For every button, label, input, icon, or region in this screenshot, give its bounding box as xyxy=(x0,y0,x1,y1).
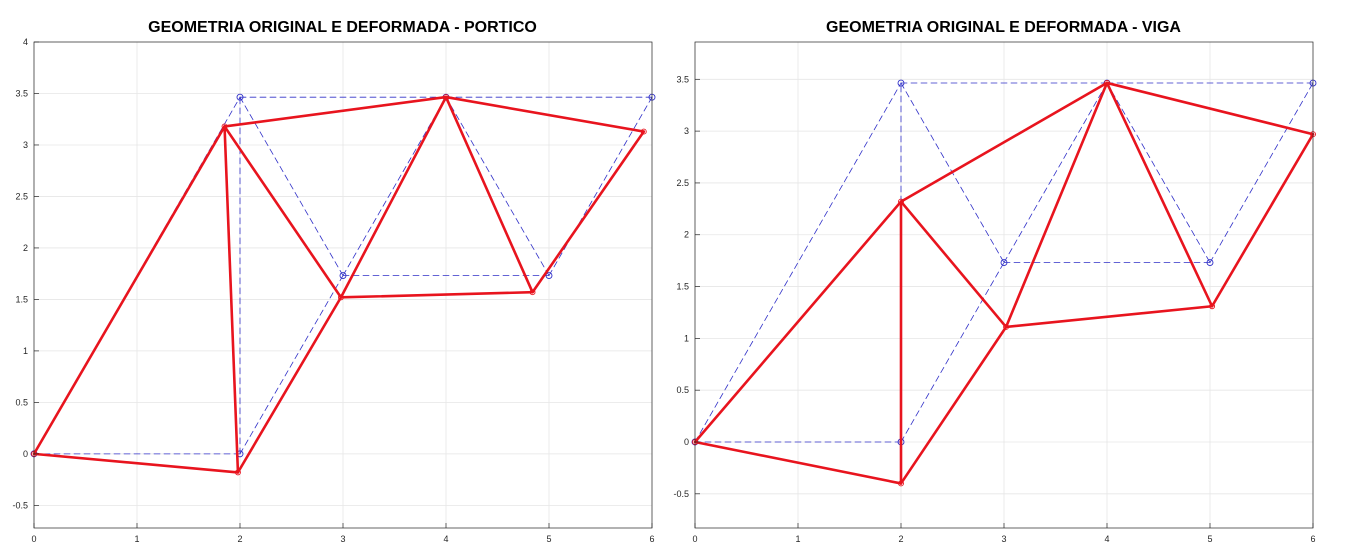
viga-xtick-label: 6 xyxy=(1310,534,1315,544)
viga-ytick-label: 1.5 xyxy=(676,282,689,292)
portico-original-member xyxy=(239,275,344,455)
portico-original-member xyxy=(445,96,550,276)
portico-xtick-label: 1 xyxy=(134,534,139,544)
portico-deformed-node xyxy=(529,289,536,296)
portico-ytick-label: 3 xyxy=(23,140,28,150)
portico-xtick-label: 4 xyxy=(443,534,448,544)
viga-deformed-member xyxy=(899,81,1109,203)
portico-ytick-label: -0.5 xyxy=(12,500,28,510)
portico-ytick-label: 3.5 xyxy=(15,88,28,98)
portico-deformed-node xyxy=(221,123,228,130)
portico-deformed-member xyxy=(223,125,343,299)
viga-ticks: 0 1 2 3 4 5 6 -0.5 0 0.5 1 1.5 2 2.5 3 3.5 xyxy=(673,74,1315,544)
viga-original-member xyxy=(1106,82,1211,263)
portico-original-node xyxy=(236,93,244,101)
viga-xtick-label: 3 xyxy=(1001,534,1006,544)
portico-original-node xyxy=(339,272,347,279)
viga-deformed-member xyxy=(899,325,1008,485)
viga-original-node xyxy=(897,79,905,87)
portico-ytick-label: 2 xyxy=(23,243,28,253)
viga-deformed-member xyxy=(1105,81,1214,308)
viga-chart-title: GEOMETRIA ORIGINAL E DEFORMADA - VIGA xyxy=(826,19,1181,36)
portico-deformed-member xyxy=(339,95,448,299)
portico-original-node xyxy=(545,272,553,279)
portico-xtick-label: 0 xyxy=(31,534,36,544)
viga-xtick-label: 0 xyxy=(692,534,697,544)
portico-ytick-label: 0 xyxy=(23,449,28,459)
viga-original-member xyxy=(694,82,902,443)
portico-deformed-member xyxy=(32,452,240,474)
portico-ytick-label: 0.5 xyxy=(15,397,28,407)
viga-grid xyxy=(694,42,1314,528)
viga-deformed-member xyxy=(1105,81,1315,136)
viga-original-member xyxy=(1003,82,1108,263)
portico-xtick-label: 2 xyxy=(237,534,242,544)
viga-ytick-label: 0.5 xyxy=(676,385,689,395)
portico-ytick-label: 1 xyxy=(23,346,28,356)
portico-deformed-member xyxy=(444,95,534,294)
viga-deformed-member xyxy=(1004,304,1214,329)
viga-deformed-member xyxy=(899,200,1008,329)
viga-deformed-geometry xyxy=(692,79,1316,487)
viga-deformed-member xyxy=(1210,132,1315,308)
portico-deformed-node xyxy=(443,94,449,101)
portico-ytick-label: 4 xyxy=(23,37,28,47)
portico-deformed-node xyxy=(640,128,647,135)
portico-deformed-node xyxy=(234,469,241,476)
portico-deformed-geometry xyxy=(31,94,647,476)
portico-chart: GEOMETRIA ORIGINAL E DEFORMADA - PORTICO… xyxy=(12,19,656,544)
viga-xtick-label: 5 xyxy=(1207,534,1212,544)
viga-deformed-member xyxy=(693,440,903,485)
viga-ytick-label: 3 xyxy=(684,126,689,136)
viga-ytick-label: 2 xyxy=(684,230,689,240)
viga-deformed-node xyxy=(1104,79,1110,86)
portico-deformed-member xyxy=(531,130,646,294)
viga-deformed-member xyxy=(693,200,903,444)
portico-deformed-member xyxy=(223,95,448,128)
portico-deformed-member xyxy=(339,290,534,299)
viga-original-member xyxy=(1209,82,1314,263)
portico-deformed-member xyxy=(32,125,226,456)
portico-original-member xyxy=(239,96,344,276)
portico-xtick-label: 3 xyxy=(340,534,345,544)
portico-deformed-node xyxy=(337,294,344,301)
viga-xtick-label: 2 xyxy=(898,534,903,544)
viga-deformed-node xyxy=(898,480,904,487)
portico-xtick-label: 6 xyxy=(649,534,654,544)
viga-chart: GEOMETRIA ORIGINAL E DEFORMADA - VIGA 0 1… xyxy=(673,19,1317,544)
portico-deformed-member xyxy=(236,296,343,474)
viga-deformed-node xyxy=(1003,324,1010,330)
portico-deformed-member xyxy=(223,125,240,474)
viga-xtick-label: 4 xyxy=(1104,534,1109,544)
viga-deformed-node xyxy=(1209,303,1216,310)
portico-deformed-member xyxy=(444,95,646,133)
portico-xtick-label: 5 xyxy=(546,534,551,544)
portico-ticks: 0 1 2 3 4 5 6 -0.5 0 0.5 1 1.5 2 2.5 3 3.5 4 xyxy=(12,37,654,544)
portico-chart-title: GEOMETRIA ORIGINAL E DEFORMADA - PORTICO xyxy=(148,19,537,36)
portico-ytick-label: 1.5 xyxy=(15,294,28,304)
viga-ytick-label: 0 xyxy=(684,437,689,447)
viga-xtick-label: 1 xyxy=(795,534,800,544)
viga-ytick-label: 1 xyxy=(684,333,689,343)
viga-original-member xyxy=(900,262,1005,443)
viga-original-node xyxy=(1206,259,1214,266)
viga-deformed-node xyxy=(898,198,904,205)
portico-original-member xyxy=(342,96,447,276)
viga-deformed-member xyxy=(1004,81,1109,329)
viga-ytick-label: -0.5 xyxy=(673,489,689,499)
portico-ytick-label: 2.5 xyxy=(15,191,28,201)
viga-ytick-label: 3.5 xyxy=(676,74,689,84)
viga-ytick-label: 2.5 xyxy=(676,178,689,188)
viga-original-node xyxy=(1000,259,1008,266)
